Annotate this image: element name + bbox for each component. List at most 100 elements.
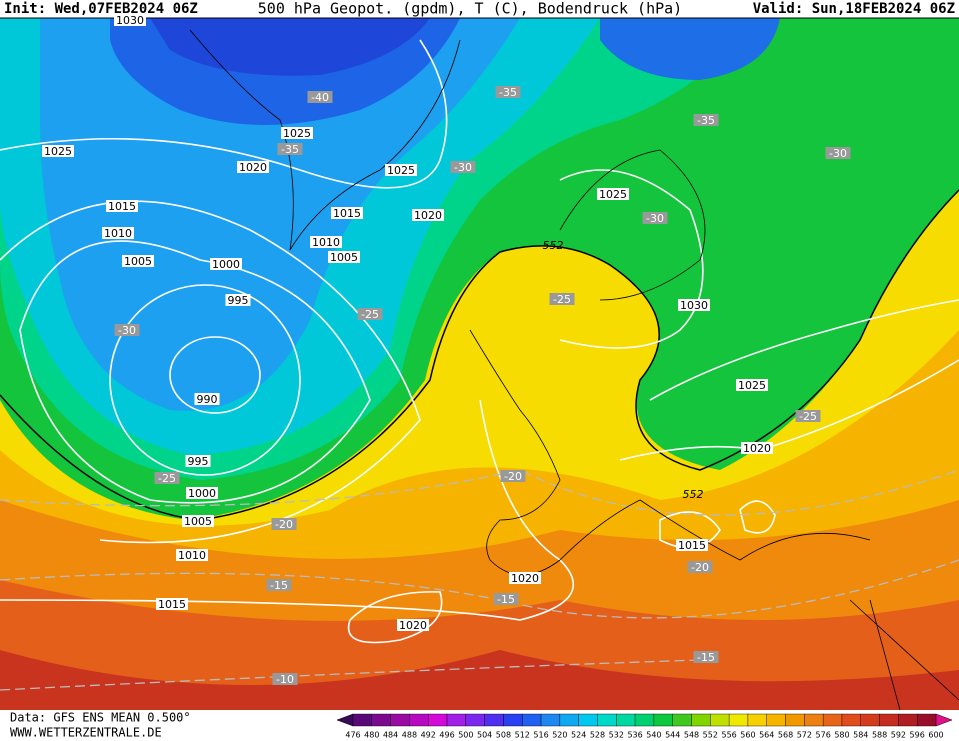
- temperature-label: -35: [697, 114, 715, 127]
- temperature-label: -15: [270, 579, 288, 592]
- isobar-label-box: [122, 255, 154, 267]
- data-source: Data: GFS ENS MEAN 0.500°: [10, 711, 191, 725]
- isobar-label-box: [310, 236, 342, 248]
- colorbar-cell: [559, 713, 579, 727]
- temperature-label: -25: [361, 308, 379, 321]
- colorbar-label: 496: [439, 731, 454, 740]
- temperature-label: -20: [504, 470, 522, 483]
- init-time: Init: Wed,07FEB2024 06Z: [4, 1, 198, 17]
- colorbar-cell: [503, 713, 523, 727]
- colorbar-cell: [578, 713, 598, 727]
- isobar-label: 1005: [124, 255, 152, 268]
- isobar-label-box: [114, 14, 146, 26]
- temperature-label-box: [450, 161, 476, 173]
- colorbar-label: 480: [364, 731, 379, 740]
- colorbar-cell: [728, 713, 749, 727]
- coastlines: [189, 29, 959, 710]
- colorbar-label: 588: [872, 731, 887, 740]
- colorbar-cell: [710, 713, 730, 727]
- isobar-label: 1000: [188, 487, 216, 500]
- isobar-label: 1010: [312, 236, 340, 249]
- isobar-label: 1025: [387, 164, 415, 177]
- isobar-label: 995: [188, 455, 209, 468]
- colorbar-cell: [860, 713, 880, 727]
- colorbar-label: 508: [496, 731, 511, 740]
- temperature-label-box: [114, 324, 140, 336]
- temperature-label: -35: [499, 86, 517, 99]
- temperature-label: -15: [697, 651, 715, 664]
- colorbar-end: [336, 713, 354, 727]
- colorbar-label: 536: [627, 731, 642, 740]
- band: [40, 18, 520, 411]
- colorbar-label: 568: [778, 731, 793, 740]
- isobar-label: 1020: [239, 161, 267, 174]
- isobar-label: 1025: [44, 145, 72, 158]
- colorbar-label: 576: [816, 731, 831, 740]
- colorbar-label: 596: [910, 731, 925, 740]
- isobar-label-box: [194, 393, 220, 405]
- colorbar-label: 532: [609, 731, 624, 740]
- isobar-label-box: [385, 164, 417, 176]
- colorbar-cell: [352, 713, 373, 727]
- colorbar-cell: [879, 713, 899, 727]
- contour-552: [0, 189, 959, 521]
- colorbar-label: 572: [797, 731, 812, 740]
- isobar-label-box: [328, 251, 360, 263]
- temperature-label-box: [266, 579, 292, 591]
- geopotential-label: 552: [543, 239, 564, 252]
- temperature-label: -15: [497, 593, 515, 606]
- colorbar-label: 500: [458, 731, 473, 740]
- temperature-label: -30: [118, 324, 136, 337]
- colorbar-label: 484: [383, 731, 398, 740]
- temperature-label-box: [795, 410, 821, 422]
- colorbar-cell: [428, 713, 448, 727]
- temperature-label-box: [307, 91, 333, 103]
- temperature-label: -25: [553, 293, 571, 306]
- isobar-label: 1030: [116, 14, 144, 27]
- temperature-label-box: [271, 518, 297, 530]
- temperature-label-box: [500, 470, 526, 482]
- isobar-label-box: [225, 294, 251, 306]
- isobar-label-box: [186, 487, 218, 499]
- colorbar-cell: [390, 713, 410, 727]
- isobar-label: 1030: [680, 299, 708, 312]
- isobar-label-box: [676, 539, 708, 551]
- band: [150, 18, 430, 76]
- colorbar: 476 480 484 488 492 496 500 504 508 512 516 520 524 5…: [336, 713, 953, 740]
- isobar-label-box: [397, 619, 429, 631]
- isobar-label-box: [42, 145, 74, 157]
- colorbar-label: 564: [759, 731, 774, 740]
- site-name: WWW.WETTERZENTRALE.DE: [10, 726, 162, 740]
- isobar-label: 1020: [414, 209, 442, 222]
- colorbar-label: 540: [646, 731, 661, 740]
- colorbar-label: 600: [928, 731, 943, 740]
- colorbar-label: 520: [552, 731, 567, 740]
- isobar-label-box: [597, 188, 629, 200]
- temperature-label-box: [693, 114, 719, 126]
- colorbar-label: 476: [345, 731, 360, 740]
- colorbar-label: 556: [721, 731, 736, 740]
- colorbar-cell: [634, 713, 655, 727]
- map-title: 500 hPa Geopot. (gpdm), T (C), Bodendruc…: [258, 0, 682, 18]
- temperature-label-box: [493, 593, 519, 605]
- isobar-label-box: [210, 258, 242, 270]
- temperature-label-box: [272, 673, 298, 685]
- colorbar-label: 512: [515, 731, 530, 740]
- isobar-label-box: [185, 455, 211, 467]
- temperature-label-box: [277, 143, 303, 155]
- temperature-label: -25: [158, 472, 176, 485]
- colorbar-label: 528: [590, 731, 605, 740]
- temperature-label: -40: [311, 91, 329, 104]
- colorbar-label: 548: [684, 731, 699, 740]
- temperature-label: -20: [691, 561, 709, 574]
- colorbar-cell: [747, 713, 767, 727]
- temperature-label-box: [642, 212, 668, 224]
- temperature-label-box: [825, 147, 851, 159]
- temperature-label-box: [687, 561, 713, 573]
- temperature-label-box: [693, 651, 719, 663]
- isobar-label-box: [237, 161, 269, 173]
- isobar-label: 1010: [104, 227, 132, 240]
- colorbar-cell: [522, 713, 542, 727]
- band: [600, 18, 780, 80]
